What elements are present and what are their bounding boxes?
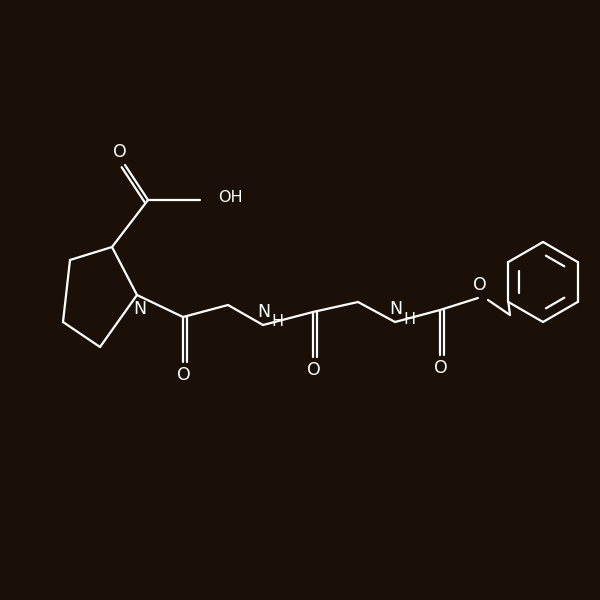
Text: OH: OH [218, 191, 242, 205]
Text: N: N [389, 300, 403, 318]
Text: N: N [133, 300, 146, 318]
Text: O: O [113, 143, 127, 161]
Text: N: N [257, 303, 271, 321]
Text: O: O [473, 276, 487, 294]
Text: H: H [403, 311, 415, 326]
Text: O: O [177, 366, 191, 384]
Text: H: H [271, 314, 283, 329]
Text: O: O [434, 359, 448, 377]
Text: O: O [307, 361, 321, 379]
